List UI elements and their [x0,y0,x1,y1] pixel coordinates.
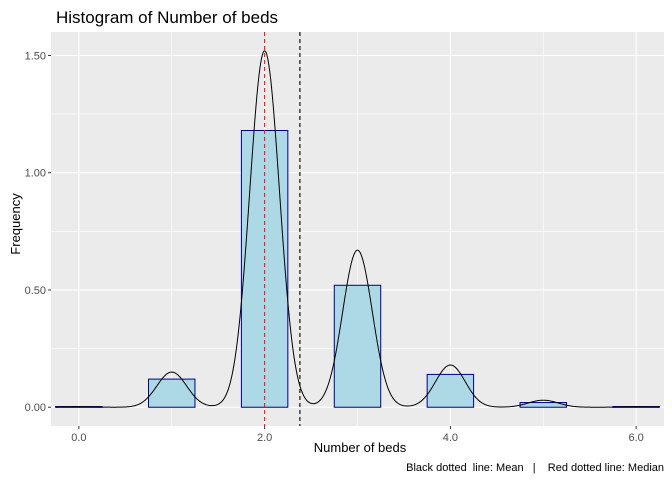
x-axis-ticks: 0.0 2.0 4.0 6.0 [71,426,644,444]
y-axis-ticks: 0.00 0.50 1.00 1.50 [25,50,51,414]
y-tick-label: 1.00 [25,168,46,180]
x-tick-label: 2.0 [257,432,272,444]
x-tick-label: 0.0 [71,432,86,444]
histogram-bar [426,373,475,408]
histogram-bar [333,284,382,408]
chart-title: Histogram of Number of beds [56,8,278,27]
y-tick-label: 1.50 [25,50,46,62]
y-tick-label: 0.50 [25,285,46,297]
histogram-bar [148,378,196,408]
chart-caption: Black dotted line: Mean | Red dotted lin… [406,462,664,474]
x-tick-label: 4.0 [443,432,458,444]
x-tick-label: 6.0 [628,432,643,444]
x-axis-label: Number of beds [314,440,407,455]
y-tick-label: 0.00 [25,402,46,414]
y-axis-label: Frequency [8,193,23,255]
density-curve [55,50,660,408]
